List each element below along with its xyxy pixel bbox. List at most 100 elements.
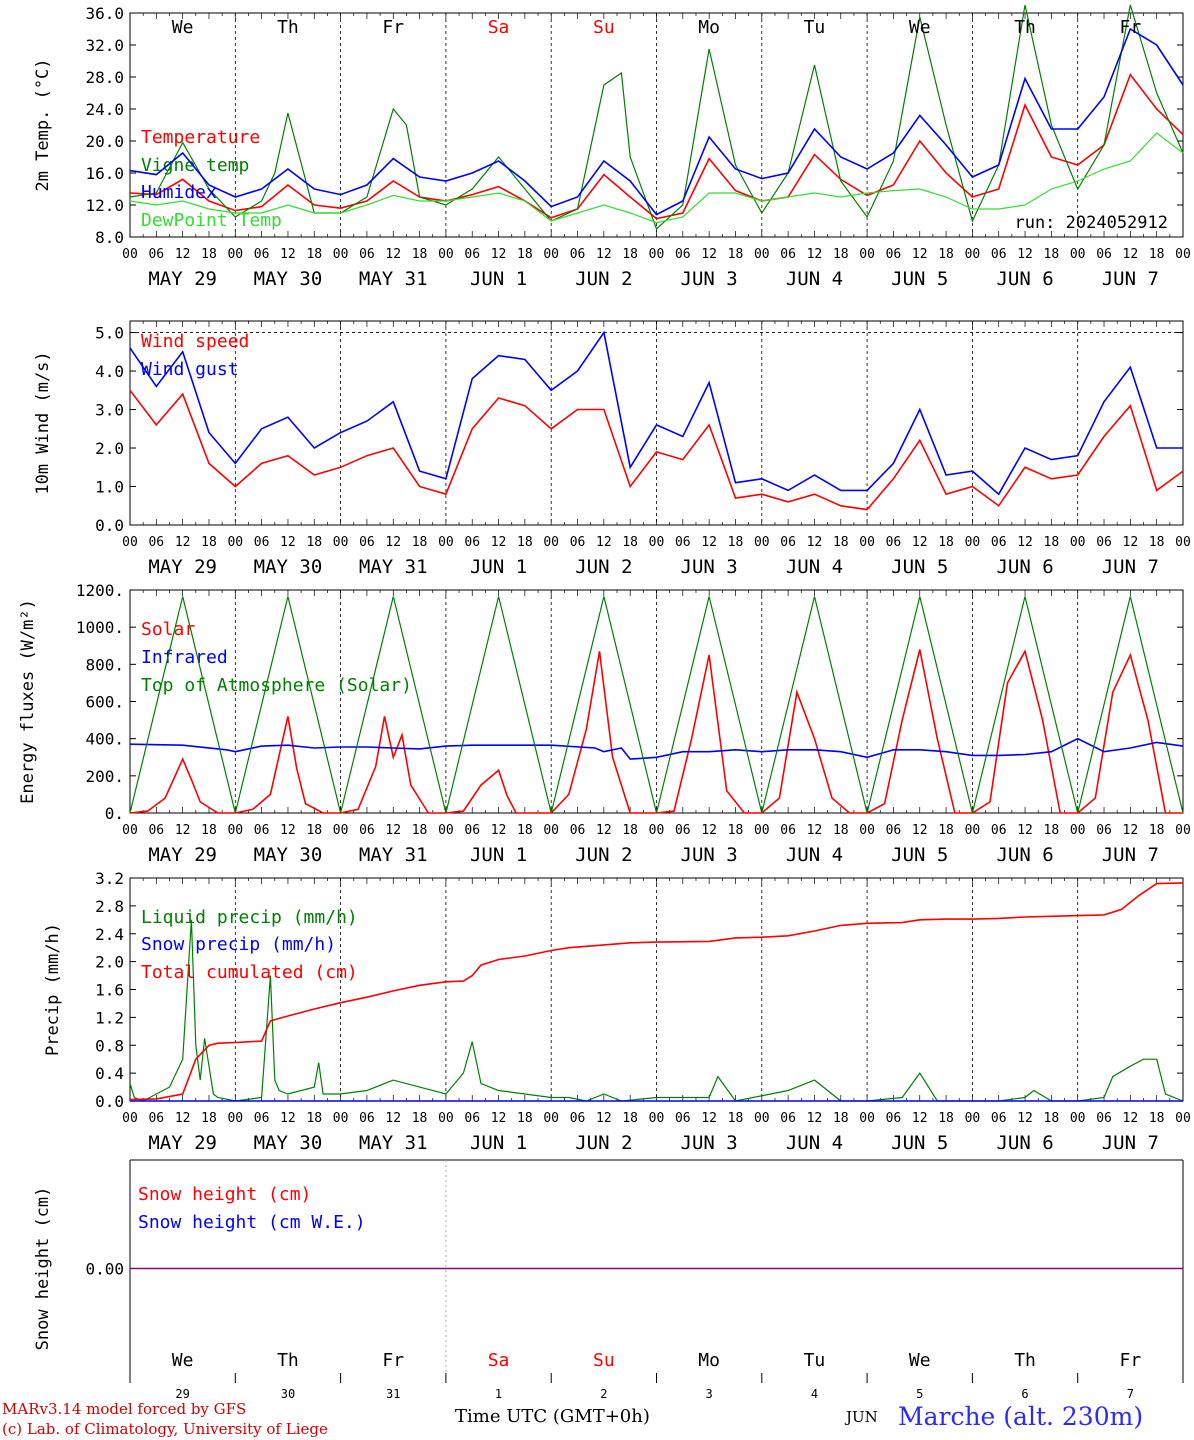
series-line-blue [129,737,1184,760]
hour-label: 18 [201,823,217,838]
date-label: MAY 29 [148,844,217,866]
legend-entry: Solar [141,619,195,640]
series-line-red [129,389,1184,511]
hour-label: 06 [675,247,691,262]
date-label: JUN 5 [891,268,948,290]
hour-label: 00 [438,247,454,262]
day-number-label: 4 [811,1387,818,1401]
y-tick-label: 800. [85,655,124,674]
y-tick-label: 2.8 [95,897,124,916]
hour-label: 18 [1044,823,1060,838]
hour-label: 18 [306,823,322,838]
series-line-green [129,919,1184,1102]
weekday-label: Tu [804,17,826,38]
weekday-label: Fr [1120,1350,1142,1371]
hour-label: 18 [517,1111,533,1126]
hour-label: 06 [148,247,164,262]
hour-label: 18 [1044,535,1060,550]
y-tick-label: 1.6 [95,981,124,1000]
hour-label: 18 [728,823,744,838]
date-label: JUN 2 [575,1132,632,1154]
hour-label: 06 [464,1111,480,1126]
hour-label: 00 [649,535,665,550]
hour-label: 12 [596,823,612,838]
series-line-green [129,596,1184,814]
weekday-label: Mo [698,17,720,38]
hour-label: 06 [780,823,796,838]
day-number-label: 5 [916,1387,923,1401]
series-line-red [129,72,1184,220]
hour-label: 18 [728,535,744,550]
hour-label: 00 [122,247,138,262]
hour-label: 18 [412,1111,428,1126]
series-line-red [129,882,1184,1101]
y-tick-label: 0.8 [95,1036,124,1055]
weekday-label: Su [593,1350,615,1371]
hour-label: 18 [728,247,744,262]
y-tick-label: 0.4 [95,1064,124,1083]
hour-label: 06 [464,247,480,262]
hour-label: 06 [570,535,586,550]
hour-label: 06 [359,823,375,838]
day-number-label: 31 [386,1387,400,1401]
date-label: MAY 29 [148,268,217,290]
hour-label: 06 [675,823,691,838]
panel-frame-0 [129,12,1184,238]
hour-label: 12 [912,247,928,262]
hour-label: 00 [1175,823,1191,838]
weekday-label: We [172,1350,194,1371]
hour-label: 12 [596,247,612,262]
hour-label: 00 [333,247,349,262]
hour-label: 18 [201,535,217,550]
legend-entry: Wind gust [141,359,239,380]
hour-label: 18 [412,823,428,838]
hour-label: 00 [122,535,138,550]
hour-label: 06 [570,823,586,838]
legend-entry: Liquid precip (mm/h) [141,907,358,928]
y-tick-label: 1.2 [95,1008,124,1027]
hour-label: 12 [491,823,507,838]
legend-entry: Wind speed [141,331,249,352]
date-label: JUN 6 [996,556,1053,578]
weekday-label: Th [277,17,299,38]
hour-label: 12 [1123,823,1139,838]
y-tick-label: 32.0 [85,36,124,55]
hour-label: 06 [254,1111,270,1126]
date-label: JUN 5 [891,844,948,866]
hour-label: 06 [991,247,1007,262]
hour-label: 12 [1017,535,1033,550]
day-number-label: 7 [1127,1387,1134,1401]
legend-entry: Snow height (cm) [138,1184,311,1205]
legend-entry: Temperature [141,127,260,148]
y-axis-label: Energy fluxes (W/m²) [18,599,38,804]
date-label: MAY 31 [359,268,428,290]
hour-label: 18 [1044,247,1060,262]
date-label: JUN 3 [681,268,738,290]
hour-label: 12 [385,1111,401,1126]
hour-label: 12 [807,247,823,262]
hour-label: 06 [570,247,586,262]
hour-label: 00 [1175,1111,1191,1126]
hour-label: 12 [280,535,296,550]
hour-label: 00 [754,823,770,838]
date-label: MAY 30 [254,1132,323,1154]
y-tick-label: 16.0 [85,164,124,183]
weekday-label: Sa [488,17,510,38]
hour-label: 06 [254,247,270,262]
date-label: MAY 30 [254,268,323,290]
lab-credit: (c) Lab. of Climatology, University of L… [2,1420,328,1438]
hour-label: 06 [886,247,902,262]
y-tick-label: 12.0 [85,196,124,215]
date-label: JUN 7 [1102,556,1159,578]
y-tick-label: 1000. [76,618,124,637]
hour-label: 12 [1123,1111,1139,1126]
hour-label: 06 [991,1111,1007,1126]
hour-label: 00 [438,535,454,550]
x-axis-title: Time UTC (GMT+0h) [455,1406,650,1427]
date-label: JUN 2 [575,844,632,866]
date-label: MAY 29 [148,1132,217,1154]
hour-label: 00 [859,1111,875,1126]
hour-label: 06 [886,1111,902,1126]
hour-label: 06 [991,823,1007,838]
hour-label: 18 [517,823,533,838]
